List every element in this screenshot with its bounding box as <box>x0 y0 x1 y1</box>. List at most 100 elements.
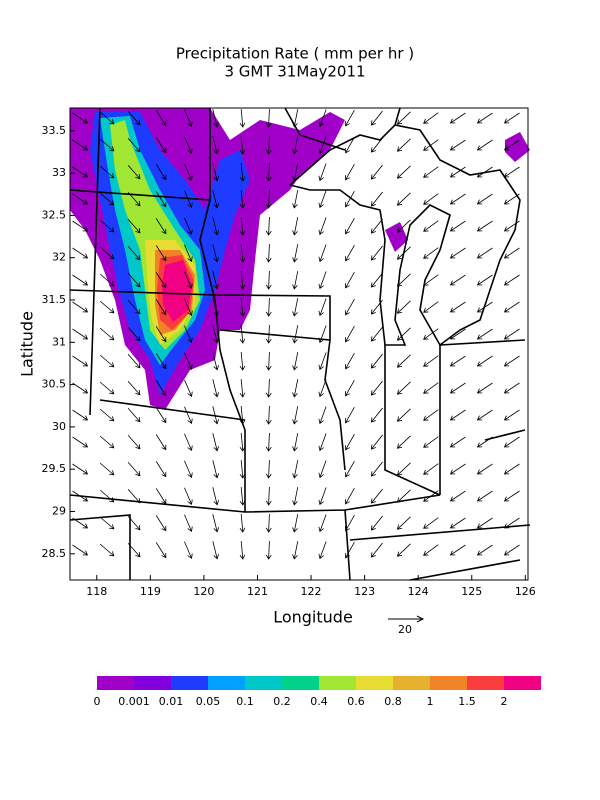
wind-vector <box>292 433 299 452</box>
y-tick-label: 33 <box>52 166 66 179</box>
wind-vector <box>184 298 193 316</box>
wind-vector <box>184 109 193 127</box>
x-axis-label: Longitude <box>273 608 353 627</box>
x-tick-label: 123 <box>354 585 375 598</box>
wind-vector <box>265 216 272 236</box>
colorbar-label: 0.6 <box>347 695 365 708</box>
wind-vector <box>449 274 466 286</box>
map-outlines <box>69 107 531 581</box>
wind-vector <box>370 515 383 531</box>
wind-vector <box>344 217 355 235</box>
wind-vector <box>155 542 167 559</box>
colorbar-label: 0.001 <box>118 695 150 708</box>
wind-vector <box>239 325 246 344</box>
wind-vector <box>155 407 167 424</box>
wind-vector <box>212 487 220 506</box>
wind-vector <box>265 378 272 398</box>
colorbar-label: 1.5 <box>458 695 476 708</box>
wind-vector <box>423 139 439 151</box>
wind-vector <box>155 110 167 127</box>
wind-vector <box>423 166 439 178</box>
wind-vector <box>292 379 299 398</box>
subtitle: 3 GMT 31May2011 <box>224 63 365 81</box>
wind-vector <box>127 407 141 423</box>
reference-vector-head <box>416 615 425 623</box>
title: Precipitation Rate ( mm per hr ) <box>176 45 414 63</box>
precipitation-field <box>70 108 530 410</box>
wind-vector <box>449 517 466 529</box>
wind-vector <box>344 460 355 478</box>
wind-vector <box>344 163 355 181</box>
wind-vector <box>344 271 355 289</box>
wind-vector <box>423 436 439 448</box>
colorbar-swatch <box>356 676 393 690</box>
wind-vector <box>396 381 411 395</box>
wind-vector <box>127 245 141 261</box>
wind-vector <box>449 301 466 313</box>
wind-vector <box>239 352 246 371</box>
wind-vector <box>503 382 520 394</box>
wind-vector <box>344 244 355 262</box>
colorbar-swatch <box>97 676 134 690</box>
wind-vector <box>344 487 355 505</box>
wind-vector <box>155 299 167 316</box>
wind-vector <box>370 218 383 234</box>
wind-vector <box>396 408 411 422</box>
wind-vector <box>370 191 383 207</box>
wind-vector <box>292 190 299 209</box>
wind-vector <box>99 435 115 449</box>
wind-vector <box>370 326 383 342</box>
wind-vector <box>396 354 411 368</box>
colorbar-label: 0.2 <box>273 695 291 708</box>
wind-vector <box>212 406 220 425</box>
wind-vector <box>503 166 520 178</box>
wind-vector <box>265 540 272 560</box>
wind-vector <box>127 110 141 126</box>
wind-vector <box>396 111 411 125</box>
wind-vector <box>344 433 355 451</box>
wind-vectors <box>72 108 520 560</box>
wind-vector <box>184 514 193 532</box>
wind-vector <box>318 109 327 128</box>
wind-vector <box>239 109 246 128</box>
wind-vector <box>449 544 466 556</box>
wind-vector <box>476 382 493 394</box>
wind-vector <box>72 328 89 340</box>
wind-vector <box>155 326 167 343</box>
wind-vector <box>239 271 246 290</box>
wind-vector <box>503 274 520 286</box>
wind-vector <box>344 109 355 127</box>
wind-vector <box>72 274 89 286</box>
wind-vector <box>318 271 327 290</box>
wind-vector <box>184 460 193 478</box>
y-tick-label: 29 <box>52 504 66 517</box>
wind-vector <box>370 110 383 126</box>
wind-vector <box>155 380 167 397</box>
wind-vector <box>184 406 193 424</box>
wind-vector <box>344 406 355 424</box>
wind-vector <box>476 193 493 205</box>
y-tick-label: 31 <box>52 335 66 348</box>
wind-vector <box>72 409 89 421</box>
x-tick-label: 125 <box>461 585 482 598</box>
wind-vector <box>396 435 411 449</box>
wind-vector <box>72 436 89 448</box>
wind-vector <box>155 137 167 154</box>
wind-vector <box>344 352 355 370</box>
wind-vector <box>127 137 141 153</box>
wind-vector <box>503 301 520 313</box>
wind-vector <box>476 328 493 340</box>
x-tick-label: 122 <box>301 585 322 598</box>
wind-vector <box>265 459 272 479</box>
wind-vector <box>476 409 493 421</box>
colorbar-swatch <box>430 676 467 690</box>
wind-vector <box>423 328 439 340</box>
wind-vector <box>396 138 411 152</box>
colorbar-label: 0.05 <box>196 695 221 708</box>
wind-vector <box>127 353 141 369</box>
wind-vector <box>155 245 167 262</box>
wind-vector <box>212 244 220 263</box>
wind-vector <box>449 247 466 259</box>
wind-vector <box>503 544 520 556</box>
colorbar-label: 0 <box>94 695 101 708</box>
